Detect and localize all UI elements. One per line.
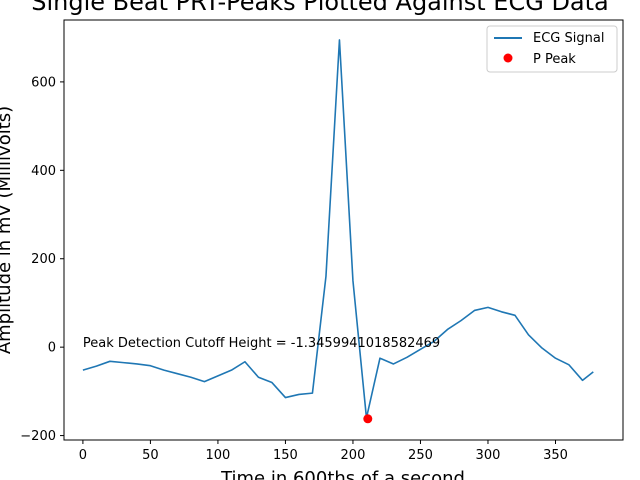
cutoff-annotation: Peak Detection Cutoff Height = -1.345994… — [83, 336, 440, 351]
x-tick-label: 250 — [408, 448, 433, 463]
x-axis-ticks: 0 50 100 150 200 250 300 350 — [79, 440, 568, 463]
y-tick-label: 400 — [31, 164, 56, 179]
y-tick-label: 200 — [31, 252, 56, 267]
y-tick-label: 600 — [31, 75, 56, 90]
x-tick-label: 0 — [79, 448, 87, 463]
x-tick-label: 350 — [543, 448, 568, 463]
x-axis-title: Time in 600ths of a second — [220, 468, 465, 480]
chart-title: Single Beat PRT-Peaks Plotted Against EC… — [31, 0, 609, 16]
y-axis-title: Amplitude in mV (Millivolts) — [0, 106, 15, 354]
series-layer — [82, 39, 594, 424]
x-tick-label: 100 — [206, 448, 231, 463]
legend: ECG Signal P Peak — [486, 25, 618, 73]
y-tick-label: 0 — [48, 341, 56, 356]
plot-area — [63, 19, 624, 441]
y-tick-label: −200 — [20, 429, 56, 444]
x-tick-label: 200 — [341, 448, 366, 463]
x-tick-label: 150 — [273, 448, 298, 463]
ecg-signal-line — [82, 39, 594, 419]
legend-label-ecg-signal: ECG Signal — [533, 31, 604, 46]
legend-label-p-peak: P Peak — [533, 52, 576, 67]
x-tick-label: 300 — [476, 448, 501, 463]
y-axis-ticks: −200 0 200 400 600 — [20, 75, 64, 444]
p-peak-point — [363, 414, 373, 424]
x-tick-label: 50 — [142, 448, 159, 463]
legend-marker-swatch — [503, 53, 513, 63]
